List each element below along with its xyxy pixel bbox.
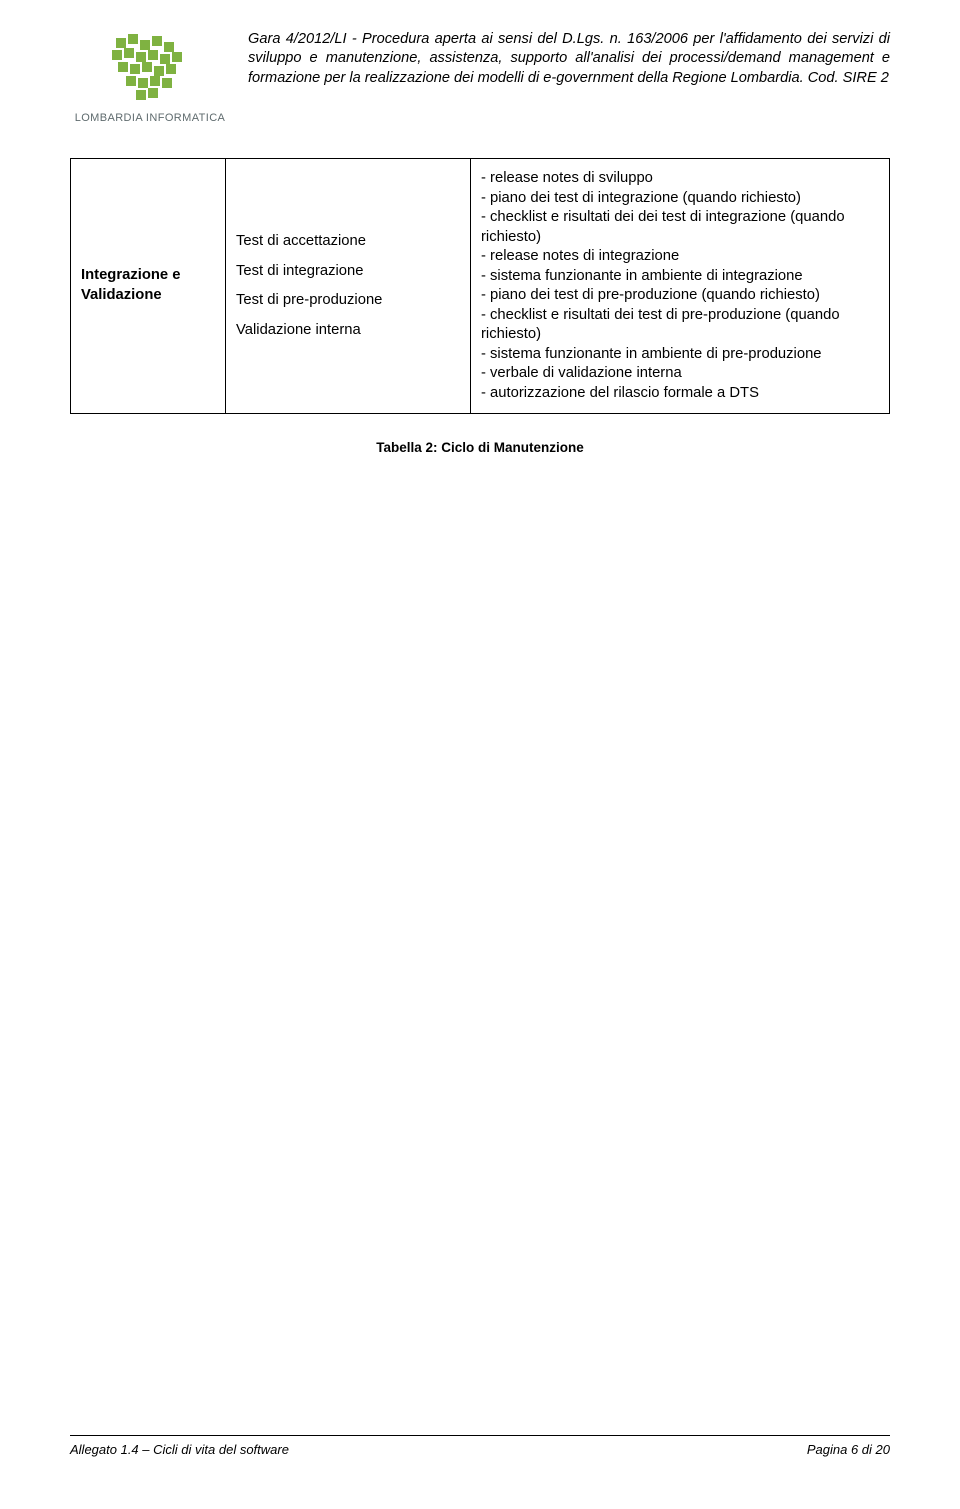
lombardia-logo-icon	[106, 32, 194, 106]
table-row: Integrazione e Validazione Test di accet…	[71, 159, 890, 414]
activity-item: Test di pre-produzione	[236, 286, 460, 316]
output-item: - release notes di integrazione	[481, 247, 879, 267]
output-item: - release notes di sviluppo	[481, 169, 879, 189]
activity-item: Test di accettazione	[236, 227, 460, 257]
cycle-table: Integrazione e Validazione Test di accet…	[70, 158, 890, 414]
output-item: - checklist e risultati dei dei test di …	[481, 208, 879, 247]
footer-left: Allegato 1.4 – Cicli di vita del softwar…	[70, 1442, 289, 1457]
activity-item: Validazione interna	[236, 316, 460, 346]
page-container: LOMBARDIA INFORMATICA Gara 4/2012/LI - P…	[0, 0, 960, 455]
cell-phase: Integrazione e Validazione	[71, 159, 226, 414]
table-caption: Tabella 2: Ciclo di Manutenzione	[70, 440, 890, 455]
activity-item: Test di integrazione	[236, 257, 460, 287]
page-footer: Allegato 1.4 – Cicli di vita del softwar…	[70, 1435, 890, 1457]
footer-right: Pagina 6 di 20	[807, 1442, 890, 1457]
logo-block: LOMBARDIA INFORMATICA	[70, 28, 230, 124]
cell-activities: Test di accettazioneTest di integrazione…	[226, 159, 471, 414]
output-item: - checklist e risultati dei test di pre-…	[481, 306, 879, 345]
logo-text: LOMBARDIA INFORMATICA	[75, 112, 226, 124]
output-item: - sistema funzionante in ambiente di int…	[481, 267, 879, 287]
output-item: - autorizzazione del rilascio formale a …	[481, 384, 879, 404]
cell-outputs: - release notes di sviluppo- piano dei t…	[471, 159, 890, 414]
header-description: Gara 4/2012/LI - Procedura aperta ai sen…	[248, 28, 890, 88]
output-item: - sistema funzionante in ambiente di pre…	[481, 345, 879, 365]
output-item: - piano dei test di pre-produzione (quan…	[481, 286, 879, 306]
output-item: - verbale di validazione interna	[481, 364, 879, 384]
page-header: LOMBARDIA INFORMATICA Gara 4/2012/LI - P…	[70, 28, 890, 124]
output-item: - piano dei test di integrazione (quando…	[481, 189, 879, 209]
